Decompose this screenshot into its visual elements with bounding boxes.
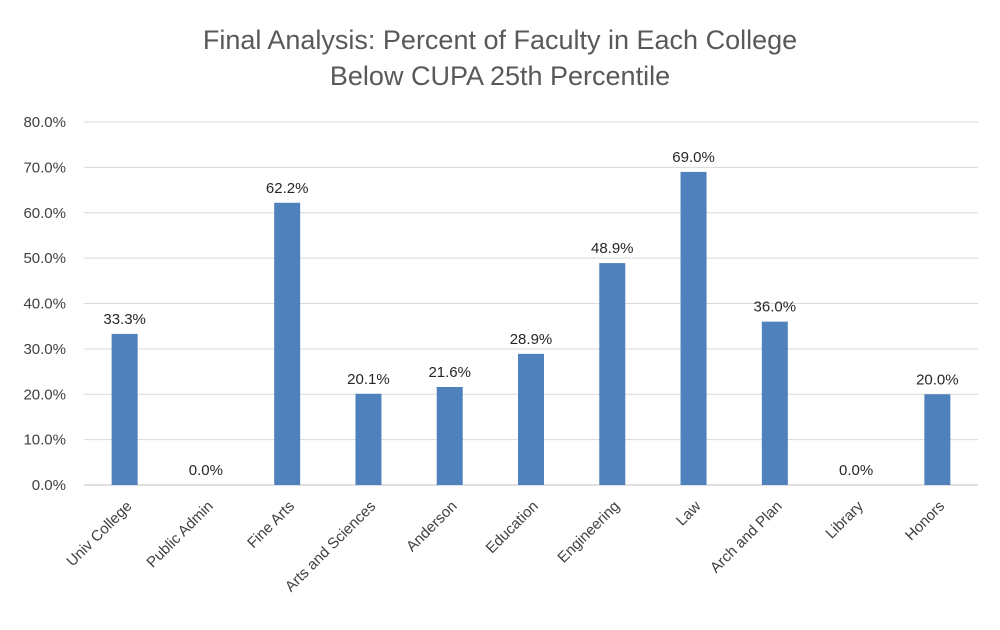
data-label: 21.6% [428,364,471,381]
y-tick-label: 0.0% [32,477,66,494]
y-tick-label: 10.0% [23,432,66,449]
data-label: 48.9% [591,240,634,257]
chart-title-block: Final Analysis: Percent of Faculty in Ea… [0,22,1000,94]
x-tick-label: Public Admin [143,498,216,571]
bar [924,394,951,485]
data-label: 20.0% [916,371,959,388]
data-label: 33.3% [103,311,146,328]
chart-title: Final Analysis: Percent of Faculty in Ea… [202,25,798,55]
bar [518,353,544,485]
data-label: 0.0% [189,462,223,479]
x-tick-label: Library [822,497,867,542]
y-tick-label: 50.0% [23,250,66,267]
y-tick-label: 70.0% [23,159,66,176]
bar [355,393,382,485]
x-tick-label: Engineering [554,498,623,567]
y-tick-label: 30.0% [23,341,66,358]
x-tick-label: Arts and Sciences [282,498,380,596]
x-tick-label: Univ College [63,498,135,570]
data-label: 28.9% [510,331,553,348]
bar [274,202,301,485]
x-tick-label: Anderson [403,498,460,555]
x-tick-label: Law [673,498,705,530]
bar [599,263,626,485]
y-tick-label: 20.0% [23,386,66,403]
y-tick-label: 80.0% [23,114,66,131]
x-tick-label: Arch and Plan [707,498,786,577]
data-label: 62.2% [266,180,309,197]
y-tick-label: 60.0% [23,205,66,222]
bar [436,386,463,485]
bar [761,321,788,485]
bar [111,333,138,485]
data-label: 20.1% [347,371,390,388]
x-tick-label: Fine Arts [244,498,298,552]
x-tick-label: Education [483,498,542,557]
data-label: 69.0% [672,149,715,166]
data-label: 0.0% [839,462,873,479]
y-tick-label: 40.0% [23,296,66,313]
chart-subtitle: Below CUPA 25th Percentile [329,61,671,91]
x-tick-label: Honors [902,498,948,544]
data-label: 36.0% [754,299,797,316]
bar [680,171,707,485]
